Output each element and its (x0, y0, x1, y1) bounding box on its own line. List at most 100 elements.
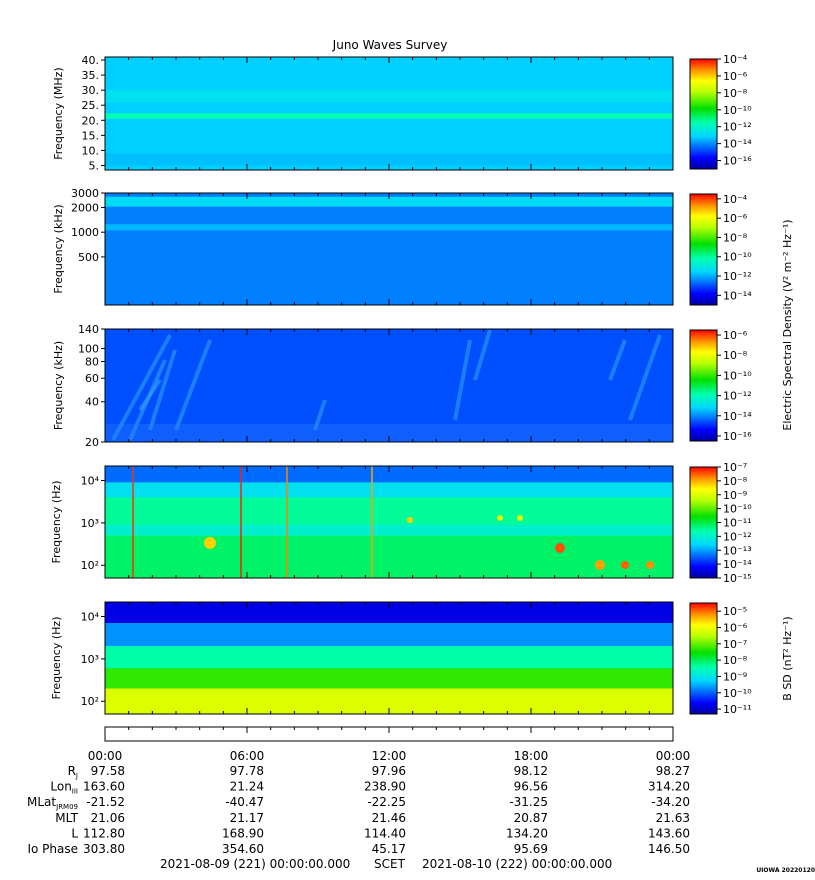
colorbar-tick-label: 10⁻⁸ (723, 654, 748, 667)
y-tick-label: 10. (82, 144, 100, 157)
ephemeris-value: -34.20 (651, 795, 690, 809)
ephemeris-value: 98.12 (514, 764, 548, 778)
y-tick-label: 30. (82, 84, 100, 97)
burst-streak (453, 339, 472, 421)
colorbar-tick-label: 10⁻¹⁴ (723, 289, 752, 302)
ephemeris-value: 21.46 (372, 811, 406, 825)
ephemeris-value: 143.60 (648, 826, 690, 840)
ephemeris-value: 314.20 (648, 780, 690, 794)
colorbar-tick-label: 10⁻⁹ (723, 489, 747, 502)
ephemeris-value: 97.58 (91, 764, 125, 778)
colorbar-tick-label: 10⁻¹² (723, 121, 752, 134)
y-tick-label: 10² (81, 695, 99, 708)
spectrogram-band (105, 90, 673, 103)
spectrogram-panel-5: 10⁴ 10³ 10² Frequency (Hz) 10⁻⁵ 10⁻⁶ 10⁻⁷ 10⁻⁸ 1… (50, 601, 794, 716)
spectrogram-band (105, 482, 673, 498)
ephemeris-value: 114.40 (364, 826, 406, 840)
ephemeris-value: -22.25 (367, 795, 406, 809)
colorbar-tick-label: 10⁻⁶ (723, 212, 748, 225)
ephemeris-value: -21.52 (86, 795, 125, 809)
y-tick-label: 100 (78, 343, 99, 356)
time-tick-label: 06:00 (230, 749, 265, 763)
emission-spot (555, 543, 565, 553)
colorbar-tick-label: 10⁻¹⁰ (723, 369, 752, 382)
ephemeris-value: 96.56 (514, 780, 548, 794)
colorbar (689, 193, 718, 306)
ephemeris-value: 168.90 (222, 826, 264, 840)
y-tick-label: 40. (82, 54, 100, 67)
colorbar-tick-label: 10⁻⁸ (723, 349, 748, 362)
emission-spot (497, 515, 503, 521)
colorbar-tick-label: 10⁻¹⁰ (723, 104, 752, 117)
y-tick-label: 10⁴ (81, 475, 100, 488)
y-axis-label: Frequency (Hz) (50, 481, 63, 564)
colorbar-tick-label: 10⁻⁸ (723, 475, 748, 488)
ephemeris-value: 97.96 (372, 764, 406, 778)
y-tick-label: 140 (78, 323, 99, 336)
colorbar-tick-label: 10⁻⁹ (723, 670, 747, 683)
ephemeris-label: L (71, 826, 78, 840)
colorbar-tick-label: 10⁻¹⁴ (723, 410, 752, 423)
ephemeris-value: 21.24 (230, 780, 264, 794)
ephemeris-value: 98.27 (656, 764, 690, 778)
y-tick-label: 10³ (81, 517, 99, 530)
ephemeris-value: 146.50 (648, 842, 690, 856)
y-axis-label: Frequency (kHz) (52, 204, 65, 293)
spectrogram-panel-1: 5. 10. 15. 20. 25. 30. 35. 40. Frequency (MHz) 10… (52, 53, 752, 172)
y-tick-label: 2000 (71, 201, 99, 214)
colorbar-tick-label: 10⁻⁶ (723, 329, 748, 342)
burst-streak (608, 339, 627, 381)
y-tick-label: 10³ (81, 653, 99, 666)
spectrogram-band (105, 623, 673, 647)
ephemeris-value: 21.06 (91, 811, 125, 825)
colorbar-tick-label: 10⁻⁷ (723, 461, 747, 474)
colorbar-tick-label: 10⁻⁶ (723, 70, 748, 83)
ephemeris-label: MLT (55, 811, 78, 825)
ephemeris-value: 95.69 (514, 842, 548, 856)
burst-streak (313, 399, 327, 431)
spectrogram-band (105, 224, 673, 231)
y-tick-label: 10² (81, 559, 99, 572)
y-axis-label: Frequency (Hz) (50, 617, 63, 700)
spectrogram-band (105, 196, 673, 207)
footer-end-time: 2021-08-10 (222) 00:00:00.000 (422, 857, 612, 871)
colorbar-tick-label: 10⁻⁴ (723, 53, 748, 66)
spectrogram-band (105, 535, 673, 578)
y-tick-label: 80 (85, 355, 99, 368)
ephemeris-label: Io Phase (27, 842, 78, 856)
y-tick-label: 35. (82, 69, 100, 82)
burst-streak (148, 349, 177, 431)
colorbar-tick-label: 10⁻⁵ (723, 605, 747, 618)
emission-spot (621, 561, 629, 569)
emission-spot (407, 517, 413, 523)
y-tick-label: 20 (85, 436, 99, 449)
time-tick-label: 12:00 (372, 749, 407, 763)
emission-spot (646, 561, 654, 569)
y-tick-label: 60 (85, 372, 99, 385)
colorbar-label: B SD (nT² Hz⁻¹) (781, 616, 794, 700)
colorbar-tick-label: 10⁻⁶ (723, 621, 748, 634)
ephemeris-value: -31.25 (509, 795, 548, 809)
y-tick-label: 3000 (71, 187, 99, 200)
spectrogram-band (105, 668, 673, 689)
burst-streak (111, 334, 172, 441)
colorbar-tick-label: 10⁻¹² (723, 390, 752, 403)
y-tick-label: 40 (85, 396, 99, 409)
spectrogram-band (105, 524, 673, 536)
colorbar (689, 466, 718, 579)
colorbar-tick-label: 10⁻¹⁶ (723, 430, 752, 443)
ephemeris-value: 238.90 (364, 780, 406, 794)
colorbar-tick-label: 10⁻¹⁵ (723, 572, 752, 585)
colorbar-tick-label: 10⁻¹⁰ (723, 687, 752, 700)
spectrogram-panels: 5. 10. 15. 20. 25. 30. 35. 40. Frequency (MHz) 10… (50, 53, 794, 716)
figure-title: Juno Waves Survey (332, 38, 448, 52)
time-tick-label: 00:00 (656, 749, 691, 763)
ephemeris-value: 21.17 (230, 811, 264, 825)
ephemeris-value: 163.60 (83, 780, 125, 794)
burst-streak (473, 329, 492, 381)
emission-spot (595, 560, 605, 570)
credit-stamp: UIOWA 20220120 (756, 867, 815, 874)
